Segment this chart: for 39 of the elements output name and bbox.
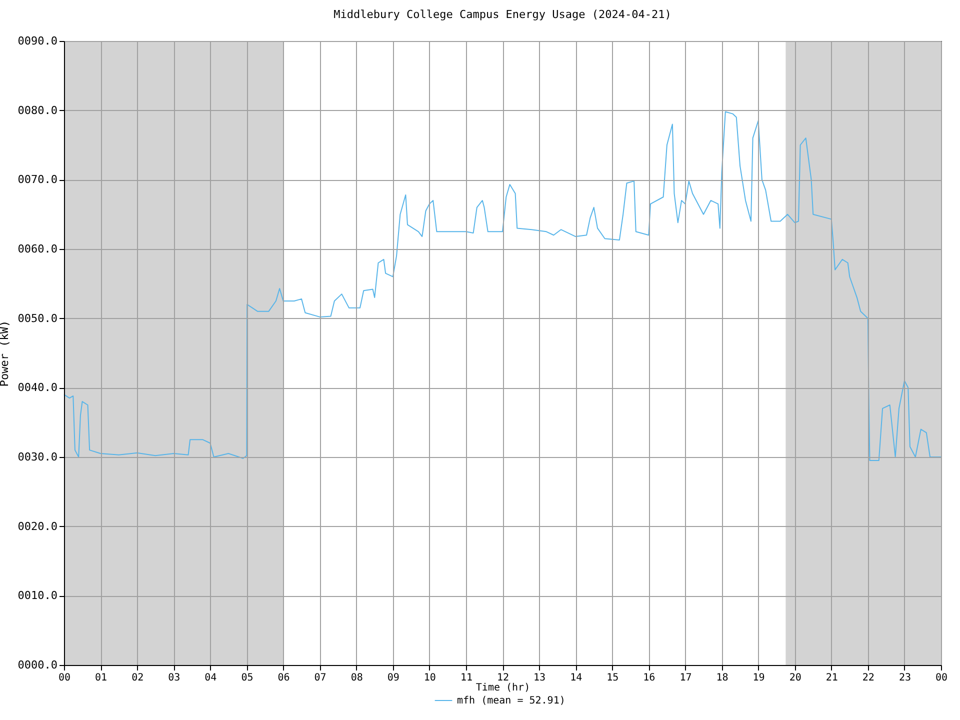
x-tick-label: 04	[204, 672, 217, 684]
x-tick-label: 00	[935, 672, 948, 684]
y-tick-label: 0020.0	[18, 520, 58, 533]
y-tick-label: 0010.0	[18, 589, 58, 602]
chart-title: Middlebury College Campus Energy Usage (2024-04-21)	[334, 8, 672, 21]
y-tick-label: 0090.0	[18, 34, 58, 48]
y-tick-label: 0000.0	[18, 658, 58, 672]
x-tick-label: 07	[314, 672, 326, 684]
x-tick-label: 02	[132, 672, 144, 684]
x-tick-label: 05	[241, 672, 254, 684]
x-tick-label: 01	[95, 672, 108, 684]
x-tick-label: 22	[862, 672, 874, 684]
x-tick-label: 23	[898, 672, 911, 684]
x-tick-label: 11	[460, 672, 472, 684]
x-tick-label: 10	[424, 672, 436, 684]
legend-label: mfh (mean = 52.91)	[457, 696, 566, 706]
y-tick-label: 0040.0	[18, 381, 58, 394]
x-tick-label: 15	[606, 672, 619, 684]
x-tick-label: 12	[496, 672, 510, 684]
x-tick-label: 13	[534, 672, 546, 684]
x-tick-label: 08	[350, 672, 363, 684]
x-tick-label: 21	[826, 672, 838, 684]
x-tick-label: 03	[168, 672, 180, 684]
x-axis-title: Time (hr)	[476, 682, 530, 694]
x-tick-label: 17	[680, 672, 692, 684]
x-tick-label: 14	[570, 672, 582, 684]
y-tick-label: 0050.0	[18, 312, 58, 325]
x-tick-label: 09	[387, 672, 400, 684]
y-tick-label: 0080.0	[18, 104, 58, 117]
x-tick-label: 20	[789, 672, 802, 684]
y-tick-label: 0030.0	[18, 450, 58, 464]
x-tick-label: 18	[716, 672, 728, 684]
x-tick-label: 00	[58, 672, 71, 684]
x-tick-label: 16	[643, 672, 656, 684]
x-tick-label: 19	[752, 672, 765, 684]
y-tick-label: 0060.0	[18, 242, 58, 256]
line-series	[64, 111, 942, 461]
x-tick-label: 06	[278, 672, 290, 684]
y-tick-label: 0070.0	[18, 173, 58, 186]
